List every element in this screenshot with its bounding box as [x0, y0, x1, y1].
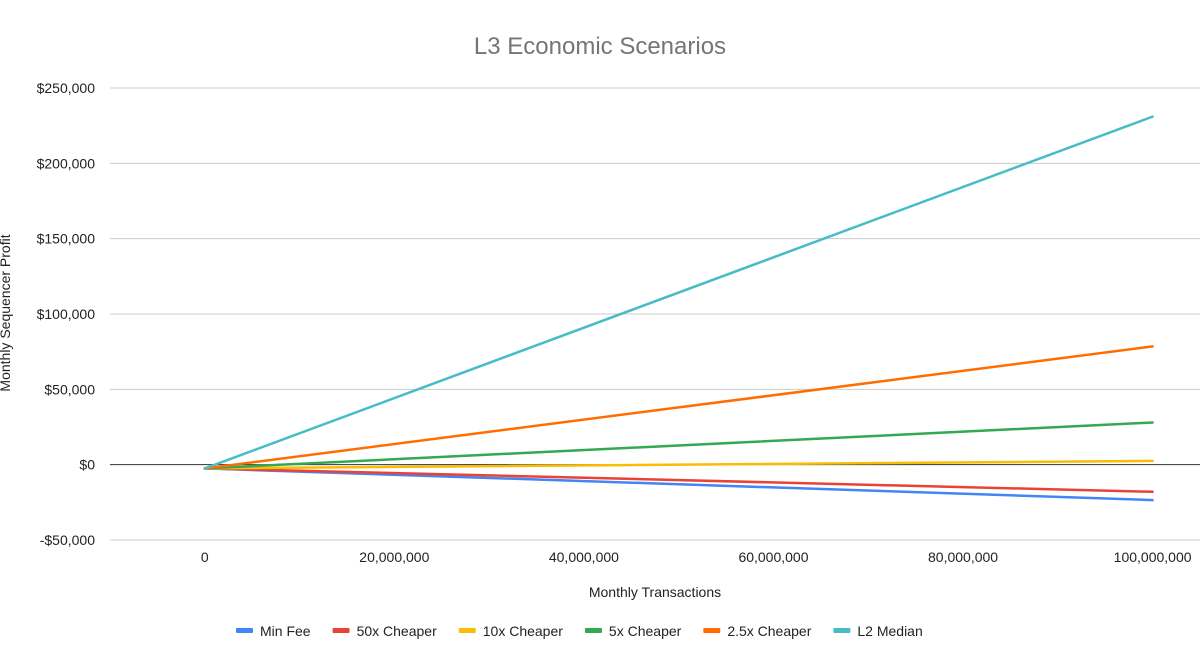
series-lines	[203, 115, 1154, 502]
y-tick-label: $150,000	[37, 231, 96, 247]
x-axis-label: Monthly Transactions	[589, 584, 721, 600]
legend-label: 5x Cheaper	[609, 623, 682, 639]
series-line-3	[203, 421, 1154, 470]
y-tick-label: $0	[79, 457, 95, 473]
legend-label: Min Fee	[260, 623, 311, 639]
legend-label: 50x Cheaper	[357, 623, 438, 639]
y-axis-label: Monthly Sequencer Profit	[0, 234, 13, 391]
legend-swatch	[584, 628, 602, 633]
legend: Min Fee 50x Cheaper 10x Cheaper 5x Cheaper 2…	[236, 623, 923, 639]
y-tick-label: -$50,000	[40, 532, 95, 548]
series-line-5	[203, 115, 1154, 470]
legend-label: 10x Cheaper	[483, 623, 564, 639]
legend-swatch	[236, 628, 253, 633]
x-tick-labels: 0 20,000,000 40,000,000 60,000,000 80,000,00…	[201, 549, 1192, 565]
x-tick-label: 80,000,000	[928, 549, 998, 565]
series-line-2	[203, 459, 1154, 470]
chart-title: L3 Economic Scenarios	[474, 33, 726, 60]
series-line-1	[203, 467, 1154, 494]
y-tick-label: $250,000	[37, 80, 96, 96]
y-tick-labels: -$50,000 $0 $50,000 $100,000 $150,000 $200,00…	[37, 80, 96, 548]
series-line-4	[203, 345, 1154, 470]
legend-label: L2 Median	[857, 623, 922, 639]
legend-swatch	[332, 628, 350, 633]
y-tick-label: $50,000	[44, 381, 95, 397]
x-tick-label: 100,000,000	[1114, 549, 1192, 565]
y-tick-label: $200,000	[37, 155, 96, 171]
x-tick-label: 60,000,000	[738, 549, 808, 565]
x-tick-label: 0	[201, 549, 209, 565]
legend-swatch	[833, 628, 851, 633]
x-tick-label: 40,000,000	[549, 549, 619, 565]
legend-swatch	[458, 628, 476, 633]
y-tick-label: $100,000	[37, 306, 96, 322]
legend-swatch	[703, 628, 721, 633]
series-line-0	[203, 467, 1154, 502]
grid	[110, 87, 1200, 541]
legend-label: 2.5x Cheaper	[727, 623, 811, 639]
x-tick-label: 20,000,000	[359, 549, 429, 565]
